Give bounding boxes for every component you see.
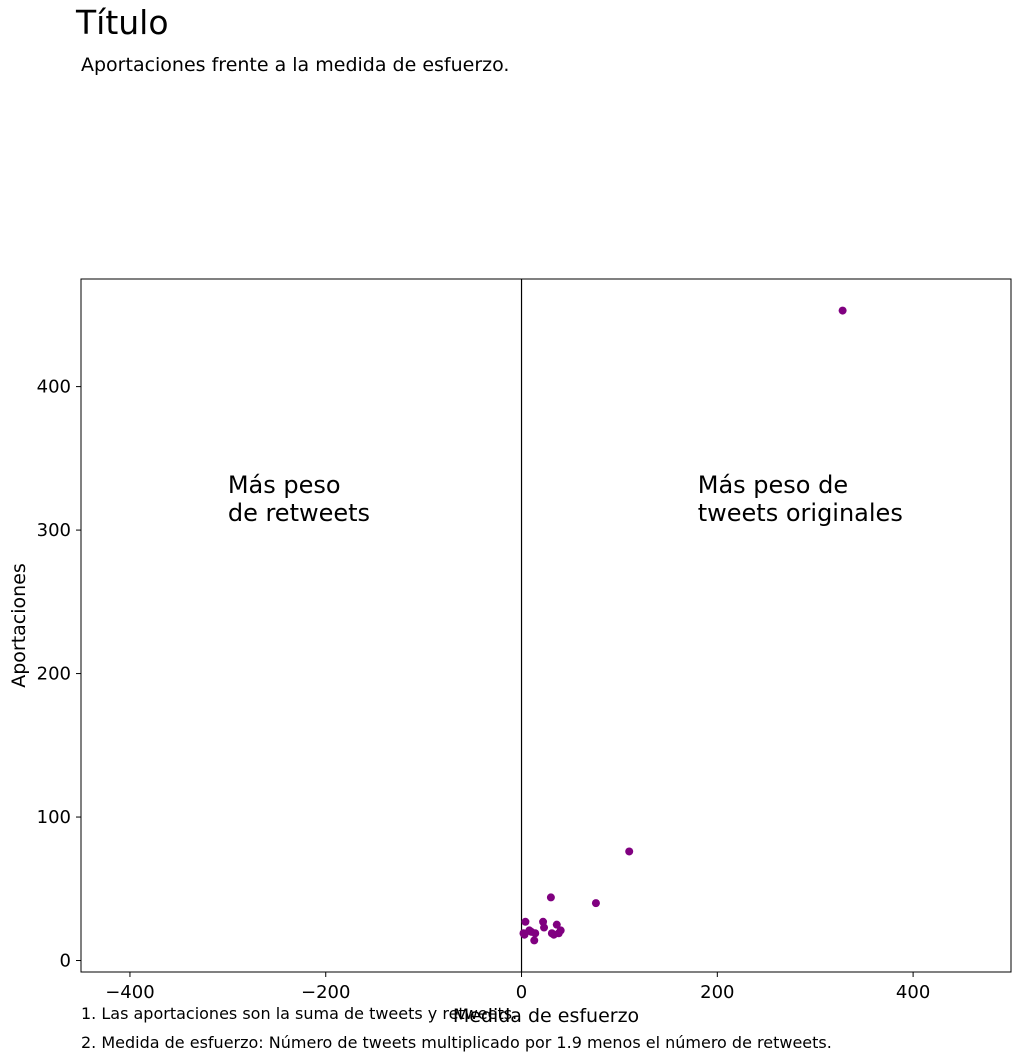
x-tick-label: −400 (105, 982, 154, 1003)
x-tick-label: 200 (700, 982, 734, 1003)
data-point (546, 893, 555, 902)
data-point (540, 923, 549, 932)
plot-frame (80, 278, 1012, 973)
annotation-1: Más peso de retweets (228, 471, 370, 527)
y-tick-label: 200 (37, 664, 71, 685)
data-point (838, 306, 847, 315)
x-tick-label: 0 (516, 982, 527, 1003)
x-tick-label: −200 (301, 982, 350, 1003)
chart-title: Título (76, 3, 169, 42)
data-point (549, 930, 558, 939)
chart-subtitle: Aportaciones frente a la medida de esfue… (81, 54, 510, 76)
footnote-1: 1. Las aportaciones son la suma de tweet… (81, 1004, 518, 1023)
data-point (530, 936, 539, 945)
data-point (625, 847, 634, 856)
data-point (556, 926, 565, 935)
y-tick-label: 0 (60, 951, 71, 972)
x-tick-label: 400 (896, 982, 930, 1003)
y-tick-label: 300 (37, 520, 71, 541)
data-point (552, 920, 561, 929)
annotation-2: Más peso de tweets originales (698, 471, 903, 527)
data-point (591, 899, 600, 908)
data-point (531, 929, 540, 938)
y-tick-label: 100 (37, 807, 71, 828)
y-axis-label: Aportaciones (8, 563, 30, 688)
footnote-2: 2. Medida de esfuerzo: Número de tweets … (81, 1033, 832, 1052)
x-axis-label: Medida de esfuerzo (453, 1005, 639, 1027)
data-point (521, 917, 530, 926)
y-tick-label: 400 (37, 377, 71, 398)
